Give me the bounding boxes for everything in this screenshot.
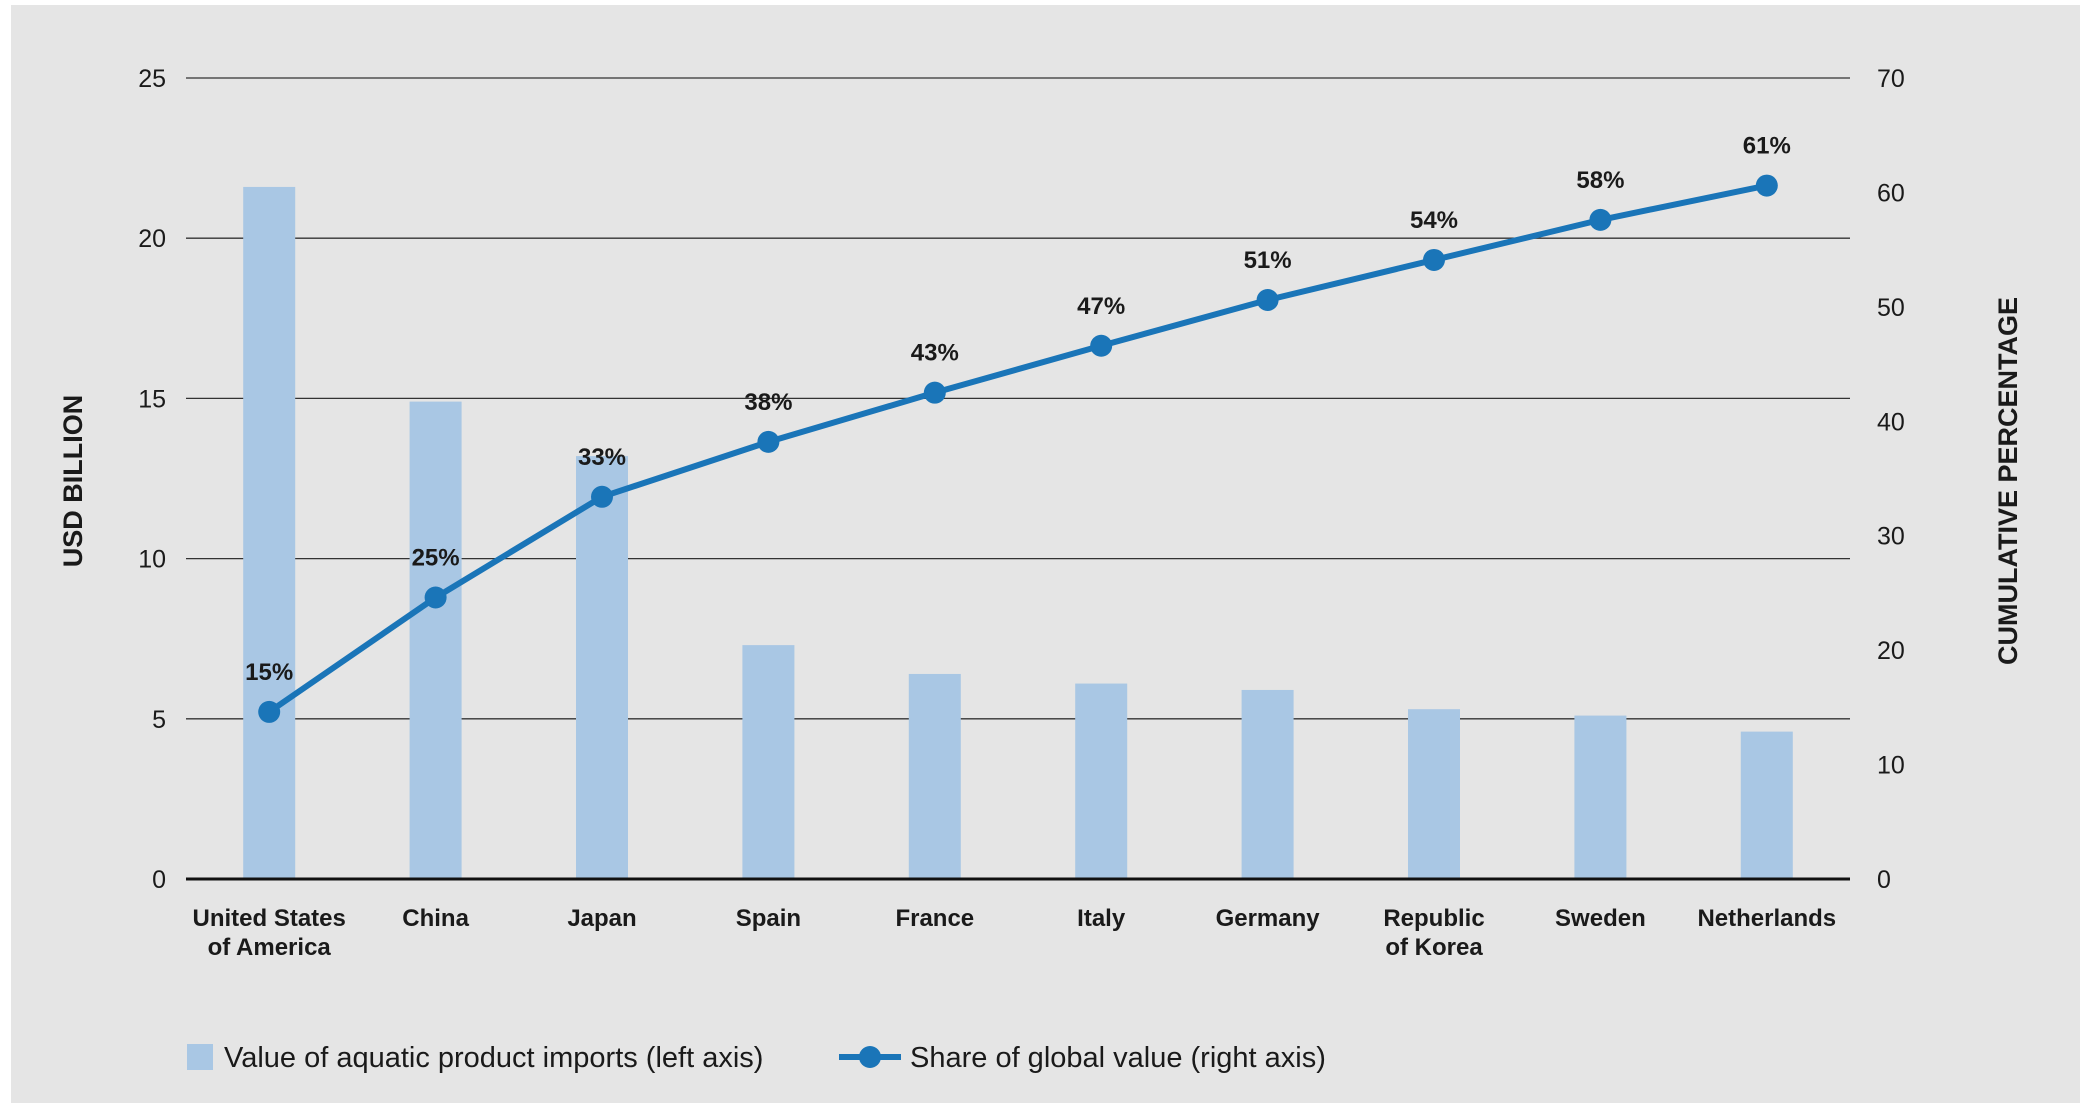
chart-svg: 15% 25% 33% 38% 43% 47% 51% 54% 58% 61% 0 5 10 15 20 2… (58, 65, 2023, 1074)
bar-1 (409, 401, 462, 879)
category-label-3: Spain (736, 905, 801, 932)
right-tick-40: 40 (1877, 408, 1905, 436)
bar-3 (742, 645, 795, 879)
left-tick-15: 15 (138, 385, 166, 413)
left-tick-0: 0 (152, 866, 166, 894)
share-data-label-3: 38% (744, 389, 792, 416)
category-label-line: France (895, 905, 974, 932)
left-axis-ticks: 0 5 10 15 20 25 (138, 65, 166, 894)
share-line-series: 15% 25% 33% 38% 43% 47% 51% 54% 58% 61% (245, 133, 1791, 723)
share-point-2 (591, 485, 613, 508)
bar-4 (908, 673, 961, 879)
bar-7 (1408, 709, 1460, 879)
share-data-label-2: 33% (578, 444, 626, 471)
left-tick-10: 10 (138, 546, 166, 574)
bar-2 (576, 456, 628, 879)
chart-panel: 15% 25% 33% 38% 43% 47% 51% 54% 58% 61% 0 5 10 15 20 2… (11, 5, 2080, 1103)
legend-line-marker (859, 1046, 881, 1068)
share-data-label-4: 43% (911, 340, 959, 367)
share-point-5 (1090, 334, 1113, 357)
category-labels: United States of America China Japan Spain Fr… (193, 905, 1837, 961)
left-tick-20: 20 (138, 225, 166, 253)
legend-bar-label: Value of aquatic product imports (left a… (224, 1042, 763, 1074)
category-label-6: Germany (1216, 905, 1321, 932)
bar-5 (1075, 683, 1128, 879)
category-label-2: Japan (567, 905, 636, 932)
category-label-line: Netherlands (1697, 905, 1836, 932)
category-label-4: France (895, 905, 974, 932)
bar-9 (1740, 731, 1793, 879)
bar-6 (1241, 689, 1294, 879)
legend: Value of aquatic product imports (left a… (187, 1042, 1326, 1074)
right-tick-60: 60 (1877, 179, 1905, 207)
category-label-line: Italy (1077, 905, 1126, 932)
bars (243, 186, 1793, 879)
share-data-label-8: 58% (1576, 167, 1624, 194)
category-label-line: of America (208, 934, 332, 961)
category-label-5: Italy (1077, 905, 1126, 932)
share-point-0 (258, 700, 281, 723)
left-tick-25: 25 (138, 65, 166, 93)
category-label-7: Republic of Korea (1383, 905, 1484, 961)
category-label-line: China (402, 905, 469, 932)
legend-line-label: Share of global value (right axis) (910, 1042, 1326, 1074)
gridlines (186, 77, 1850, 720)
share-point-6 (1256, 288, 1279, 311)
legend-bar-swatch (187, 1044, 213, 1070)
left-tick-5: 5 (152, 706, 166, 734)
category-label-8: Sweden (1555, 905, 1646, 932)
category-label-line: Spain (736, 905, 801, 932)
right-axis-title: CUMULATIVE PERCENTAGE (1993, 297, 2023, 665)
share-point-9 (1755, 174, 1778, 197)
right-tick-50: 50 (1877, 294, 1905, 322)
share-point-3 (757, 430, 780, 453)
bar-8 (1574, 715, 1627, 879)
right-tick-10: 10 (1877, 752, 1905, 780)
category-label-0: United States of America (193, 905, 346, 961)
category-label-line: Republic (1383, 905, 1484, 932)
category-label-line: Japan (567, 905, 636, 932)
share-point-4 (923, 381, 946, 404)
share-data-label-5: 47% (1077, 293, 1125, 320)
share-data-label-0: 15% (245, 659, 293, 686)
bar-0 (243, 186, 296, 879)
category-label-1: China (402, 905, 469, 932)
category-label-line: Sweden (1555, 905, 1646, 932)
category-label-line: United States (193, 905, 346, 932)
category-label-line: of Korea (1385, 934, 1483, 961)
right-axis-ticks: 0 10 20 30 40 50 60 70 (1877, 65, 1905, 894)
share-line (267, 182, 1768, 715)
share-data-label-9: 61% (1743, 133, 1791, 160)
share-point-8 (1589, 208, 1612, 231)
category-label-line: Germany (1216, 905, 1321, 932)
share-data-label-6: 51% (1244, 247, 1292, 274)
share-point-7 (1423, 248, 1445, 271)
left-axis-title: USD BILLION (58, 395, 88, 568)
share-data-label-1: 25% (412, 545, 460, 572)
right-tick-30: 30 (1877, 523, 1905, 551)
category-label-9: Netherlands (1697, 905, 1836, 932)
right-tick-20: 20 (1877, 637, 1905, 665)
right-tick-0: 0 (1877, 866, 1891, 894)
right-tick-70: 70 (1877, 65, 1905, 93)
share-point-1 (424, 586, 447, 609)
share-data-label-7: 54% (1410, 207, 1458, 234)
